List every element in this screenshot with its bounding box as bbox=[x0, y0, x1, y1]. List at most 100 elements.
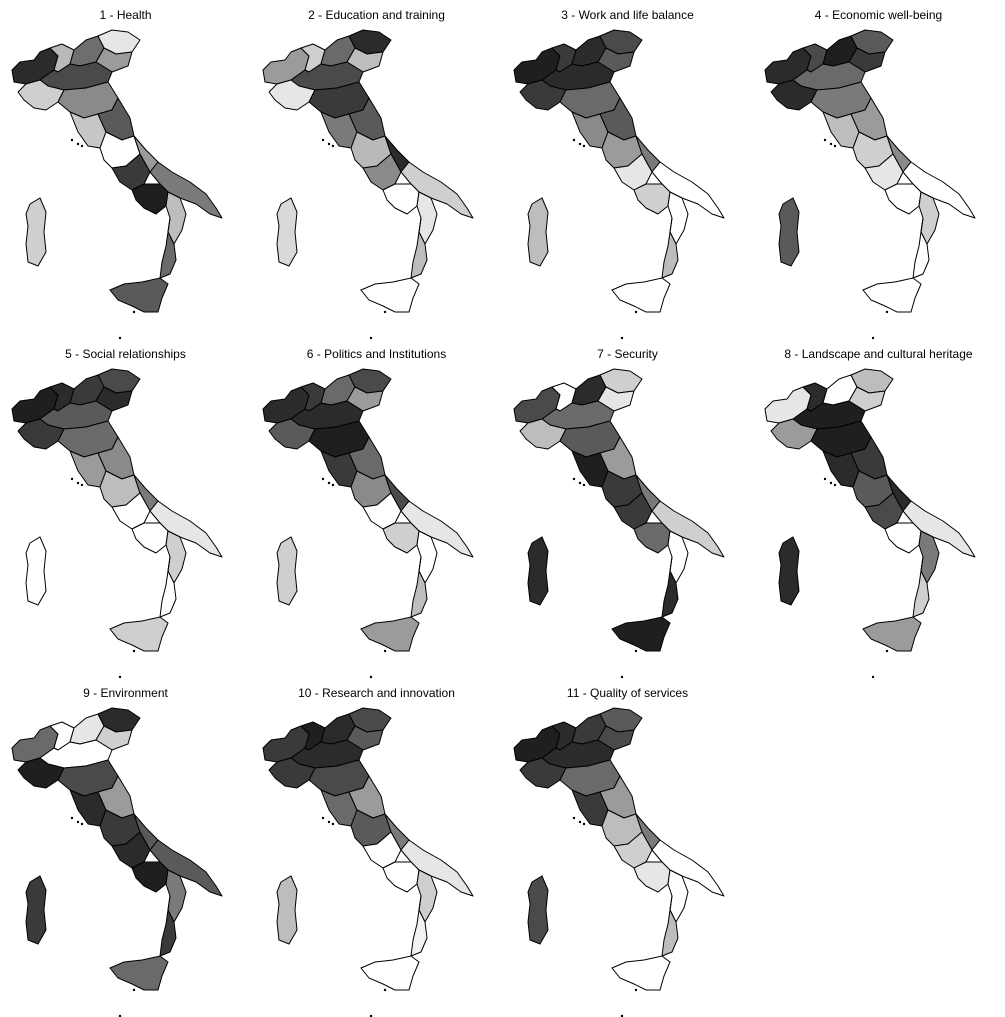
region-sardinia bbox=[778, 197, 800, 267]
region-south-3 bbox=[131, 522, 169, 554]
map-panel: 3 - Work and life balance bbox=[502, 0, 753, 340]
island-dot bbox=[823, 477, 827, 481]
island-dot bbox=[582, 822, 586, 826]
region-sicily bbox=[109, 277, 169, 313]
map-panel: 5 - Social relationships bbox=[0, 339, 251, 679]
region-sicily bbox=[611, 616, 671, 652]
island-dot bbox=[132, 310, 136, 314]
region-north-7 bbox=[17, 79, 65, 111]
region-sicily bbox=[109, 616, 169, 652]
island-dot bbox=[76, 142, 80, 146]
island-dot bbox=[578, 481, 582, 485]
italy-choropleth-map bbox=[11, 707, 223, 1017]
island-dot bbox=[76, 820, 80, 824]
island-dot bbox=[578, 142, 582, 146]
map-panel: 2 - Education and training bbox=[251, 0, 502, 340]
island-dot bbox=[634, 988, 638, 992]
region-south-1 bbox=[111, 492, 151, 530]
region-sicily bbox=[611, 277, 671, 313]
region-south-1 bbox=[613, 492, 653, 530]
region-sardinia bbox=[527, 875, 549, 945]
region-south-3 bbox=[131, 861, 169, 893]
italy-choropleth-map bbox=[262, 707, 474, 1017]
italy-choropleth-map bbox=[764, 29, 976, 340]
italy-choropleth-map bbox=[11, 368, 223, 679]
island-dot bbox=[132, 988, 136, 992]
region-south-5 bbox=[410, 217, 428, 279]
region-south-1 bbox=[362, 492, 402, 530]
region-north-7 bbox=[770, 418, 818, 450]
map-panel-title: 4 - Economic well-being bbox=[814, 8, 943, 22]
island-dot bbox=[885, 310, 889, 314]
island-dot bbox=[829, 481, 833, 485]
island-dot bbox=[833, 144, 837, 148]
region-sicily bbox=[360, 616, 420, 652]
region-south-3 bbox=[382, 183, 420, 215]
region-south-5 bbox=[410, 895, 428, 957]
region-south-3 bbox=[884, 522, 922, 554]
island-dot bbox=[369, 336, 373, 340]
region-sardinia bbox=[527, 197, 549, 267]
region-sardinia bbox=[25, 536, 47, 606]
region-sicily bbox=[862, 616, 922, 652]
island-dot bbox=[582, 483, 586, 487]
island-dot bbox=[118, 675, 122, 679]
region-north-7 bbox=[268, 79, 316, 111]
island-dot bbox=[321, 477, 325, 481]
region-south-5 bbox=[661, 895, 679, 957]
region-sardinia bbox=[276, 197, 298, 267]
region-north-7 bbox=[268, 418, 316, 450]
island-dot bbox=[885, 649, 889, 653]
region-sicily bbox=[611, 955, 671, 991]
region-north-7 bbox=[770, 79, 818, 111]
island-dot bbox=[118, 336, 122, 340]
region-sardinia bbox=[276, 875, 298, 945]
map-panel: 4 - Economic well-being bbox=[753, 0, 1004, 340]
region-south-1 bbox=[362, 153, 402, 191]
island-dot bbox=[833, 483, 837, 487]
map-panel-title: 3 - Work and life balance bbox=[561, 8, 694, 22]
map-panel-title: 11 - Quality of services bbox=[566, 686, 689, 700]
map-panel-title: 2 - Education and training bbox=[308, 8, 445, 22]
island-dot bbox=[572, 816, 576, 820]
region-south-5 bbox=[912, 556, 930, 618]
map-panel-title: 9 - Environment bbox=[83, 686, 168, 700]
map-panel: 10 - Research and innovation bbox=[251, 678, 502, 1017]
map-panel-title: 7 - Security bbox=[597, 347, 658, 361]
island-dot bbox=[327, 481, 331, 485]
island-dot bbox=[582, 144, 586, 148]
map-panel-title: 10 - Research and innovation bbox=[298, 686, 455, 700]
italy-choropleth-map bbox=[11, 29, 223, 340]
region-south-1 bbox=[613, 153, 653, 191]
region-south-3 bbox=[382, 522, 420, 554]
region-south-1 bbox=[111, 153, 151, 191]
italy-choropleth-map bbox=[262, 29, 474, 340]
island-dot bbox=[871, 675, 875, 679]
island-dot bbox=[634, 310, 638, 314]
region-south-1 bbox=[613, 831, 653, 869]
region-north-7 bbox=[17, 757, 65, 789]
region-south-5 bbox=[661, 217, 679, 279]
map-panel-title: 8 - Landscape and cultural heritage bbox=[784, 347, 973, 361]
island-dot bbox=[383, 988, 387, 992]
region-sicily bbox=[862, 277, 922, 313]
italy-choropleth-map bbox=[513, 368, 725, 679]
region-north-7 bbox=[268, 757, 316, 789]
region-south-1 bbox=[864, 153, 904, 191]
region-south-1 bbox=[864, 492, 904, 530]
island-dot bbox=[572, 477, 576, 481]
island-dot bbox=[620, 675, 624, 679]
island-dot bbox=[80, 144, 84, 148]
region-sardinia bbox=[276, 536, 298, 606]
island-dot bbox=[321, 816, 325, 820]
island-dot bbox=[327, 142, 331, 146]
island-dot bbox=[829, 142, 833, 146]
island-dot bbox=[70, 138, 74, 142]
region-sicily bbox=[360, 277, 420, 313]
island-dot bbox=[578, 820, 582, 824]
region-sardinia bbox=[25, 875, 47, 945]
map-panel: 6 - Politics and Institutions bbox=[251, 339, 502, 679]
region-sardinia bbox=[527, 536, 549, 606]
italy-choropleth-map bbox=[513, 29, 725, 340]
island-dot bbox=[369, 1014, 373, 1017]
